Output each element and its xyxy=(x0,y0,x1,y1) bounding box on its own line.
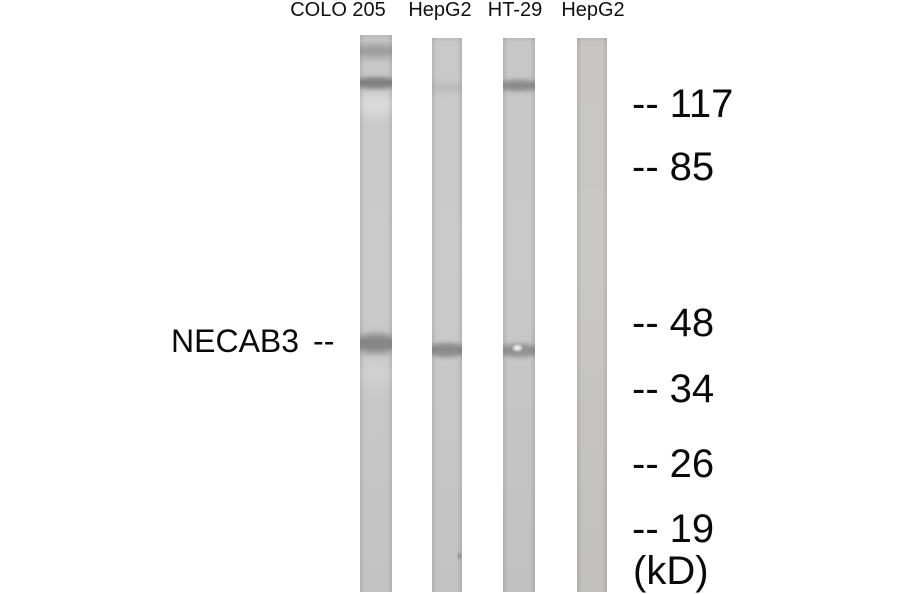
blot-dark-speck xyxy=(458,553,461,559)
blot-lane-3 xyxy=(503,38,535,592)
marker-tick: -- xyxy=(632,82,659,126)
mw-marker-85: -- 85 xyxy=(632,147,714,187)
mw-marker-19: -- 19 xyxy=(632,509,714,549)
marker-value: 85 xyxy=(669,145,715,189)
marker-value: 19 xyxy=(669,507,715,551)
lane-label-1: COLO 205 xyxy=(290,0,386,21)
protein-band xyxy=(360,77,392,89)
protein-band xyxy=(360,334,392,353)
mw-marker-48: -- 48 xyxy=(632,303,714,343)
marker-value: 34 xyxy=(669,367,715,411)
band-annotation-dash: -- xyxy=(313,323,335,359)
band-annotation: NECAB3 -- xyxy=(171,323,334,359)
lane-highlight xyxy=(360,93,392,117)
blot-lane-1 xyxy=(360,35,392,592)
mw-marker-117: -- 117 xyxy=(632,84,733,124)
blot-lane-4 xyxy=(577,38,607,592)
marker-tick: -- xyxy=(632,301,659,345)
marker-tick: -- xyxy=(632,145,659,189)
blot-lane-2 xyxy=(432,38,462,592)
lane-label-2: HepG2 xyxy=(408,0,472,21)
marker-tick: -- xyxy=(632,367,659,411)
marker-value: 117 xyxy=(669,82,734,126)
mw-marker-34: -- 34 xyxy=(632,369,714,409)
blot-light-spot xyxy=(513,345,522,351)
band-annotation-label: NECAB3 xyxy=(171,323,300,359)
protein-band xyxy=(360,44,392,58)
lane-label-4: HepG2 xyxy=(561,0,625,21)
marker-value: 26 xyxy=(669,442,715,486)
marker-tick: -- xyxy=(632,442,659,486)
marker-tick: -- xyxy=(632,507,659,551)
protein-band xyxy=(432,82,462,92)
protein-band xyxy=(503,80,535,91)
lane-highlight xyxy=(360,360,392,390)
mw-marker-26: -- 26 xyxy=(632,444,714,484)
unit-label: (kD) xyxy=(633,549,709,593)
marker-value: 48 xyxy=(669,301,715,345)
protein-band xyxy=(432,343,462,357)
lane-label-3: HT-29 xyxy=(487,0,543,21)
